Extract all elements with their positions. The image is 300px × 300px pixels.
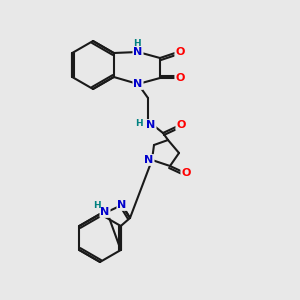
- Text: N: N: [134, 79, 142, 89]
- Text: O: O: [175, 47, 185, 57]
- Text: N: N: [146, 120, 156, 130]
- Text: H: H: [93, 200, 101, 209]
- Text: O: O: [175, 73, 185, 83]
- Text: N: N: [144, 155, 154, 165]
- Text: H: H: [133, 38, 141, 47]
- Text: O: O: [176, 120, 186, 130]
- Text: N: N: [117, 200, 127, 210]
- Text: H: H: [135, 119, 143, 128]
- Text: N: N: [134, 47, 142, 57]
- Text: N: N: [100, 207, 109, 217]
- Text: O: O: [181, 168, 191, 178]
